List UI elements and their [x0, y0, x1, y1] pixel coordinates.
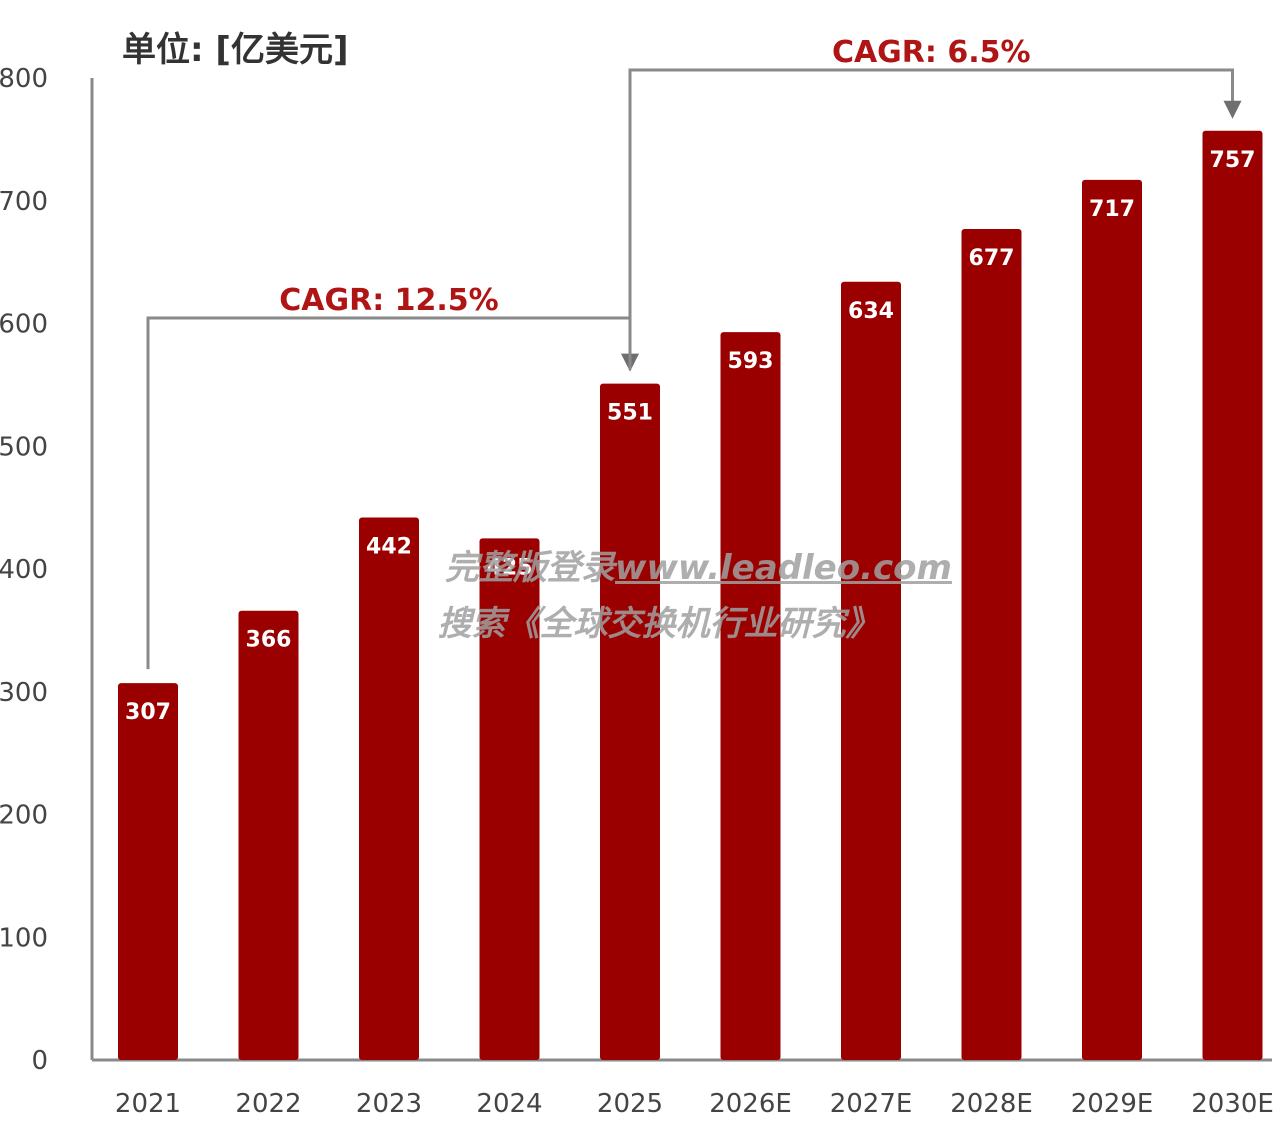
cagr-label: CAGR: 12.5% [279, 283, 498, 318]
bar-value-labels: 307 366 442 425 551 593 634 677 717 757 [125, 148, 1255, 725]
bar [841, 281, 901, 1060]
x-tick-label: 2028E [950, 1089, 1033, 1119]
watermark-prefix: 完整版登录 [445, 548, 616, 588]
x-tick-label: 2022 [235, 1089, 301, 1119]
bar-value-label: 425 [487, 555, 533, 580]
bar [238, 610, 299, 1060]
bar [1202, 130, 1263, 1061]
bar-value-label: 717 [1089, 197, 1135, 222]
x-tick-label: 2029E [1071, 1089, 1154, 1119]
cagr-arrow-head [1223, 100, 1242, 119]
bar [118, 683, 178, 1060]
bar [600, 383, 660, 1061]
x-tick-labels: 2021 2022 2023 2024 2025 2026E 2027E 2028E 2029E… [115, 1089, 1274, 1119]
cagr-annotations: CAGR: 12.5% CAGR: 6.5% [146, 35, 1242, 670]
bar-value-label: 634 [848, 299, 894, 324]
watermark-line-1: 完整版登录www.leadleo.com [0, 540, 1277, 589]
y-tick-label: 0 [31, 1046, 48, 1076]
bar-value-label: 757 [1210, 148, 1256, 173]
x-tick-label: 2026E [709, 1089, 792, 1119]
bar-value-label: 366 [246, 628, 292, 653]
cagr-label: CAGR: 6.5% [832, 35, 1031, 70]
cagr-bracket-line [628, 68, 1234, 370]
bar [961, 228, 1022, 1061]
y-tick-label: 100 [0, 923, 48, 953]
x-tick-label: 2027E [830, 1089, 913, 1119]
bar [479, 538, 540, 1060]
y-tick-label: 400 [0, 555, 48, 585]
x-tick-label: 2023 [356, 1089, 422, 1119]
bar [359, 517, 419, 1060]
bar-value-label: 593 [728, 349, 774, 374]
bar [1082, 179, 1142, 1060]
unit-label: 单位: [亿美元] [122, 30, 349, 70]
watermark-line-2: 搜索《全球交换机行业研究》 [437, 604, 880, 644]
y-tick-label: 300 [0, 678, 48, 708]
y-tick-label: 200 [0, 801, 48, 831]
y-tick-label: 800 [0, 64, 48, 94]
bar-value-label: 442 [366, 534, 412, 559]
bar-value-label: 307 [125, 700, 171, 725]
y-tick-label: 500 [0, 432, 48, 462]
bars-group [118, 130, 1263, 1061]
bar-value-label: 551 [607, 401, 653, 426]
bar [720, 332, 781, 1060]
y-tick-labels: 0 100 200 300 400 500 600 700 800 [0, 64, 48, 1076]
watermark-link[interactable]: www.leadleo.com [615, 548, 952, 588]
x-tick-label: 2030E [1191, 1089, 1274, 1119]
y-tick-label: 700 [0, 187, 48, 217]
x-tick-label: 2025 [597, 1089, 663, 1119]
bar-value-label: 677 [969, 246, 1015, 271]
x-tick-label: 2021 [115, 1089, 181, 1119]
y-tick-label: 600 [0, 310, 48, 340]
x-tick-label: 2024 [476, 1089, 542, 1119]
